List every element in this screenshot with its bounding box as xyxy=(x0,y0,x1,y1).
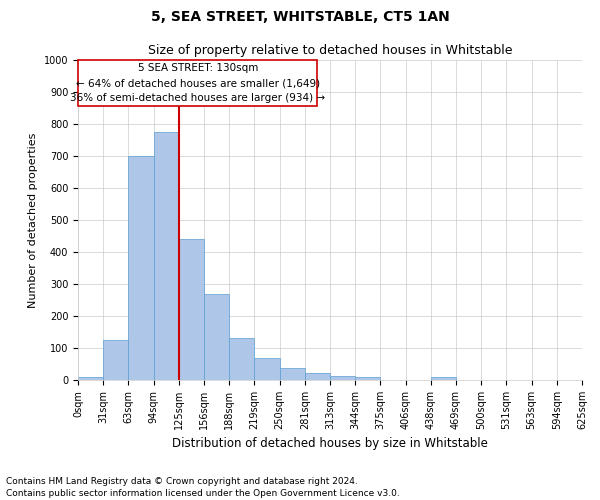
Bar xyxy=(280,368,305,380)
Bar xyxy=(254,358,280,380)
Text: Contains HM Land Registry data © Crown copyright and database right 2024.
Contai: Contains HM Land Registry data © Crown c… xyxy=(6,476,400,498)
Text: 5 SEA STREET: 130sqm
← 64% of detached houses are smaller (1,649)
36% of semi-de: 5 SEA STREET: 130sqm ← 64% of detached h… xyxy=(70,64,325,103)
Bar xyxy=(431,378,456,380)
Bar xyxy=(103,340,128,380)
Bar xyxy=(229,338,254,380)
Y-axis label: Number of detached properties: Number of detached properties xyxy=(28,132,38,308)
Bar xyxy=(355,377,380,380)
Title: Size of property relative to detached houses in Whitstable: Size of property relative to detached ho… xyxy=(148,44,512,58)
Text: 5, SEA STREET, WHITSTABLE, CT5 1AN: 5, SEA STREET, WHITSTABLE, CT5 1AN xyxy=(151,10,449,24)
X-axis label: Distribution of detached houses by size in Whitstable: Distribution of detached houses by size … xyxy=(172,438,488,450)
Bar xyxy=(128,156,154,380)
FancyBboxPatch shape xyxy=(78,60,317,106)
Bar xyxy=(179,239,204,380)
Bar xyxy=(204,294,229,380)
Bar xyxy=(330,376,355,380)
Bar xyxy=(78,378,103,380)
Bar xyxy=(305,373,330,380)
Bar xyxy=(154,132,179,380)
